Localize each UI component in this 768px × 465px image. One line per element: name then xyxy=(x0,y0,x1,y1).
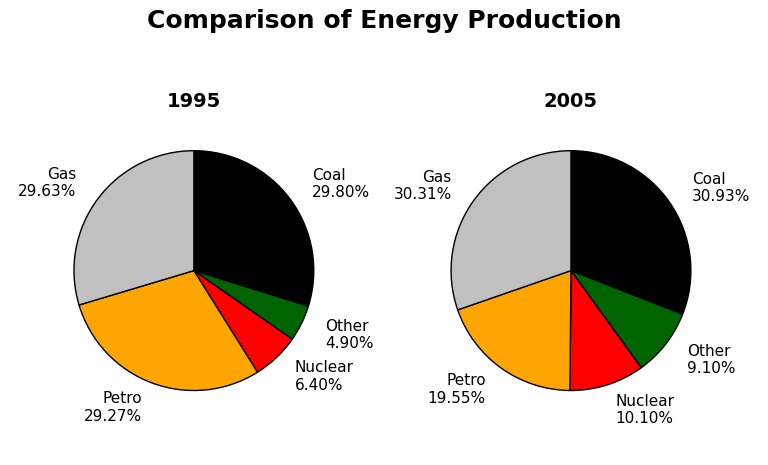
Title: 1995: 1995 xyxy=(167,92,221,111)
Text: Coal
29.80%: Coal 29.80% xyxy=(312,168,370,200)
Text: Other
9.10%: Other 9.10% xyxy=(687,344,735,376)
Text: Coal
30.93%: Coal 30.93% xyxy=(692,172,750,204)
Text: Nuclear
10.10%: Nuclear 10.10% xyxy=(615,394,674,426)
Text: Petro
29.27%: Petro 29.27% xyxy=(84,391,142,424)
Text: Gas
30.31%: Gas 30.31% xyxy=(393,170,452,202)
Text: Other
4.90%: Other 4.90% xyxy=(326,319,374,351)
Text: Petro
19.55%: Petro 19.55% xyxy=(428,373,485,405)
Text: Comparison of Energy Production: Comparison of Energy Production xyxy=(147,9,621,33)
Wedge shape xyxy=(194,271,292,372)
Wedge shape xyxy=(451,151,571,310)
Title: 2005: 2005 xyxy=(544,92,598,111)
Text: Gas
29.63%: Gas 29.63% xyxy=(18,167,77,199)
Wedge shape xyxy=(458,271,571,391)
Wedge shape xyxy=(194,151,314,306)
Wedge shape xyxy=(571,271,683,368)
Wedge shape xyxy=(571,151,691,314)
Text: Nuclear
6.40%: Nuclear 6.40% xyxy=(295,360,354,393)
Wedge shape xyxy=(194,271,309,339)
Wedge shape xyxy=(570,271,641,391)
Wedge shape xyxy=(79,271,257,391)
Wedge shape xyxy=(74,151,194,305)
